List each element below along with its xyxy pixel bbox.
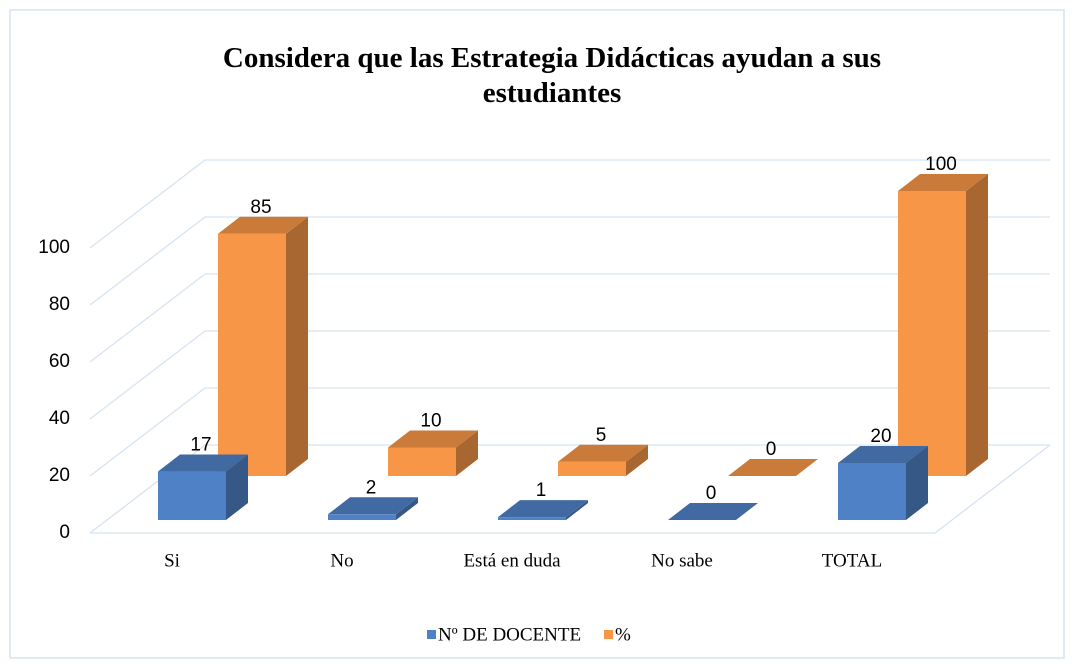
bar-top [388,430,478,448]
x-tick-label: Si [164,550,180,571]
bar [158,454,248,520]
bar [388,430,478,476]
bar-side [966,174,988,476]
bar [728,459,818,476]
bar-front [328,514,396,520]
x-tick-label: TOTAL [822,550,882,571]
bar-front [218,233,286,476]
bar-front [838,463,906,520]
data-label: 1 [536,480,547,501]
bar [558,444,648,476]
bar-top [328,497,418,515]
bar-front [498,517,566,520]
y-tick-label: 100 [38,237,70,258]
data-label: 5 [596,425,607,446]
grid-line [89,330,1050,420]
legend-label: % [615,624,631,645]
bar-top [898,174,988,191]
data-label: 10 [420,411,441,432]
x-tick-label: Está en duda [463,550,561,571]
grid-line [89,216,1050,306]
grid-line [89,159,1050,249]
bar-side [626,444,648,476]
grid-line [89,387,1050,477]
bar-top [668,503,758,520]
bar-side [456,430,478,476]
data-label: 100 [925,154,957,175]
bar-top [558,444,648,462]
data-label: 0 [766,439,777,460]
y-tick-label: 60 [49,351,70,372]
grid-line [89,273,1050,363]
y-tick-label: 80 [49,294,70,315]
data-label: 2 [366,477,377,498]
x-tick-label: No [330,550,353,571]
bar-front [158,471,226,520]
bar-top [218,216,308,234]
bar-top [158,454,248,472]
legend-swatch [604,630,613,639]
bar-top [838,446,928,463]
bar-front [388,447,456,476]
x-axis-depth [934,444,1051,534]
legend-swatch [427,630,436,639]
bar-side [226,454,248,520]
y-tick-label: 0 [59,522,70,543]
bar-side [566,500,588,520]
y-tick-label: 40 [49,408,70,429]
bar-side [906,446,928,520]
x-tick-label: No sabe [651,550,713,571]
bar-top [498,500,588,518]
bar [898,174,988,476]
bar-top [728,459,818,476]
data-label: 17 [190,435,211,456]
data-label: 85 [250,197,271,218]
bar-front [558,461,626,476]
chart-title: Considera que las Estrategia Didácticas … [223,42,881,109]
chart-border [9,9,1065,659]
data-label: 20 [870,426,891,447]
bar [498,500,588,520]
bar [668,503,758,520]
bar [328,497,418,520]
y-tick-label: 20 [49,465,70,486]
bar-front [898,191,966,476]
data-label: 0 [706,483,717,504]
bar-side [286,216,308,476]
grid-line [89,444,1050,534]
legend-label: Nº DE DOCENTE [438,624,581,645]
bar [218,216,308,476]
bar [838,446,928,520]
bar-side [396,497,418,520]
